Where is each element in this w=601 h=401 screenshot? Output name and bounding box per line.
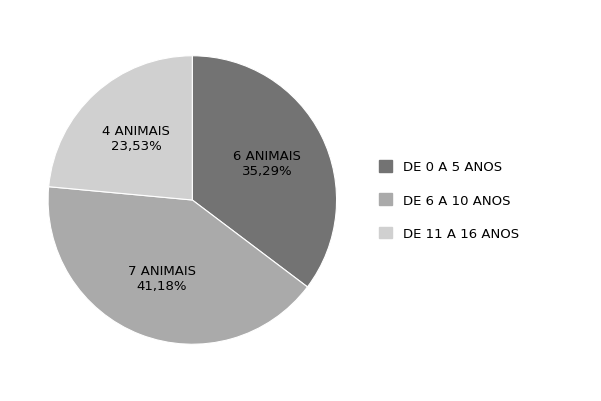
Text: 6 ANIMAIS
35,29%: 6 ANIMAIS 35,29% <box>233 149 301 177</box>
Wedge shape <box>49 57 192 200</box>
Legend: DE 0 A 5 ANOS, DE 6 A 10 ANOS, DE 11 A 16 ANOS: DE 0 A 5 ANOS, DE 6 A 10 ANOS, DE 11 A 1… <box>379 161 519 240</box>
Wedge shape <box>48 187 308 344</box>
Text: 4 ANIMAIS
23,53%: 4 ANIMAIS 23,53% <box>102 125 170 153</box>
Text: 7 ANIMAIS
41,18%: 7 ANIMAIS 41,18% <box>128 264 196 292</box>
Wedge shape <box>192 57 337 287</box>
